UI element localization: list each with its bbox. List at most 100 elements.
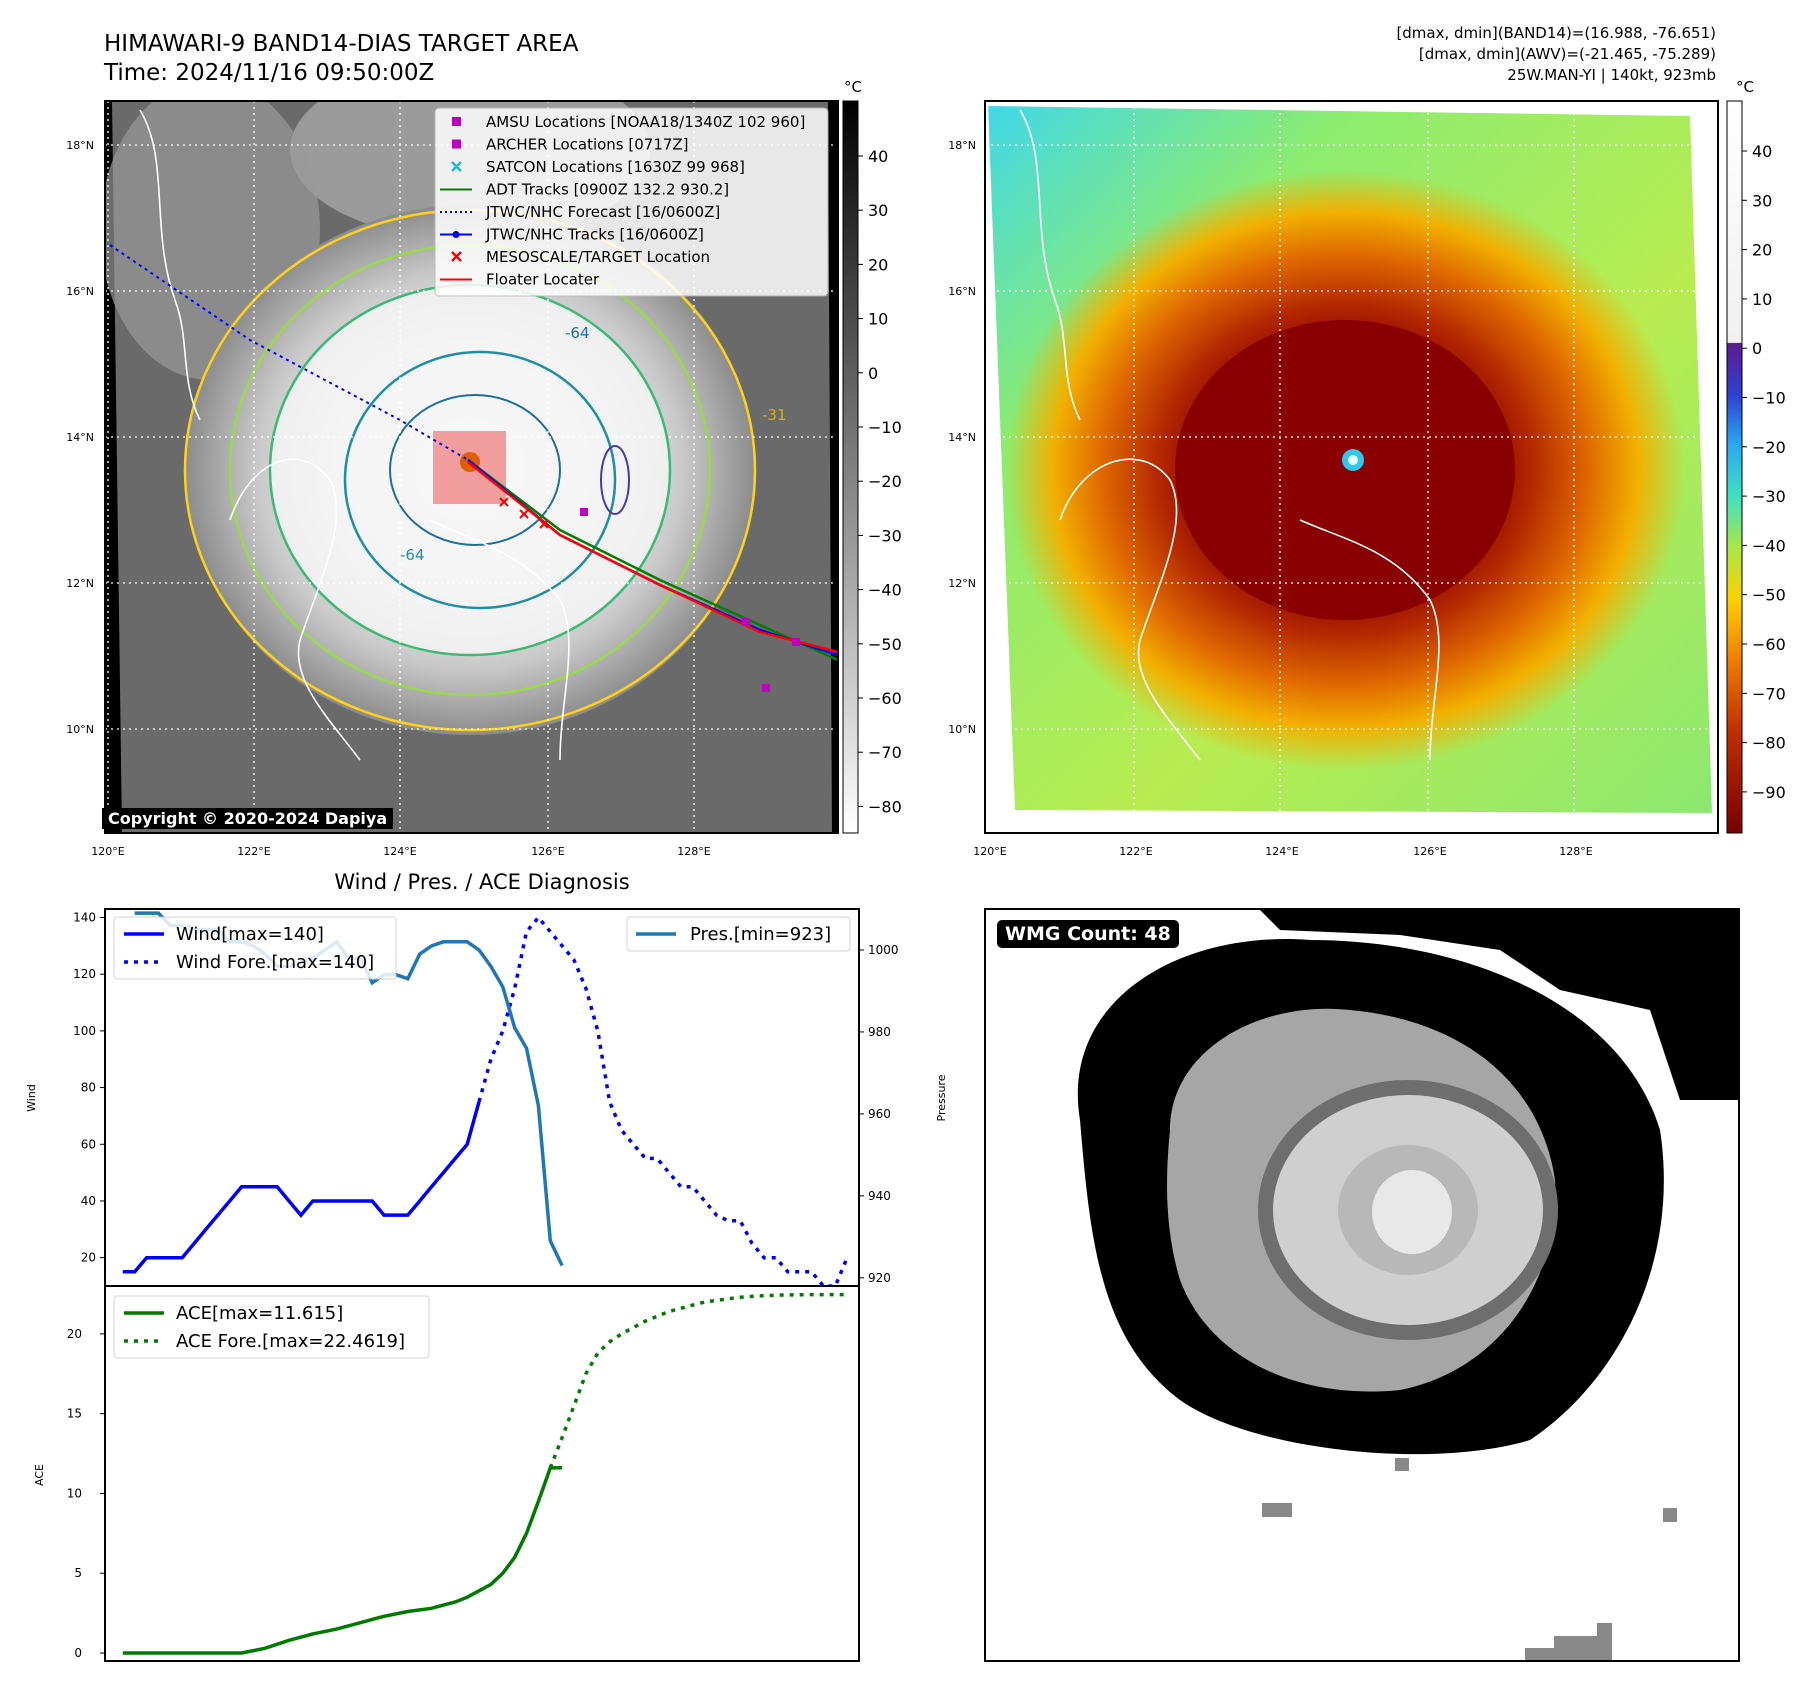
lat-tick: 14°N [948,431,976,444]
awv-eye-center [1348,455,1358,465]
mesoscale-markers [499,497,549,529]
wmg-panel [984,908,1740,1662]
wmg-count-label: WMG Count: 48 [997,920,1179,948]
wmg-eye [1372,1170,1452,1254]
wind-tick-label: 20 [81,1251,96,1265]
square-marker-icon [452,139,461,149]
legend-label: Floater Locater [486,271,600,289]
adt-track [467,459,838,662]
amsu-marker [742,618,750,626]
ace-legend-box [113,1295,430,1359]
legend-label: AMSU Locations [NOAA18/1340Z 102 960] [486,113,805,131]
awv-colorbar-unit: °C [1736,78,1754,96]
floater-track [467,461,838,654]
pressure-legend-label: Pres.[min=923] [690,924,831,945]
ir-coastline [429,519,570,761]
figure-title: HIMAWARI-9 BAND14-DIAS TARGET AREA [104,31,579,57]
lat-tick: 12°N [948,577,976,590]
wind-tick-label: 40 [81,1194,96,1208]
pressure-tick-label: 920 [868,1271,891,1285]
awv-lat-ticks: 18°N 16°N 14°N 12°N 10°N [948,139,976,736]
lat-tick: 10°N [948,723,976,736]
wmg-pixel [1395,1458,1409,1471]
ir-map-panel: -64 -64 -31 AMSU Locations [NOAA18/1340Z… [66,78,902,858]
colorbar-tick-label: 0 [1752,339,1762,358]
pressure-tick-label: 1000 [868,943,899,957]
ace-tick-label: 15 [67,1407,82,1421]
legend-label: JTWC/NHC Tracks [16/0600Z] [485,226,704,244]
lat-tick: 16°N [66,285,94,298]
colorbar-tick-label: −30 [868,526,902,545]
contour-label: -64 [400,546,425,564]
lat-tick: 10°N [66,723,94,736]
ir-colorbar [842,100,859,834]
ir-contour-inner [389,394,561,546]
wind-tick-label: 80 [81,1081,96,1095]
colorbar-tick-label: 40 [868,147,888,166]
ace-forecast-legend-label: ACE Fore.[max=22.4619] [176,1331,405,1352]
colorbar-tick-label: −10 [868,418,902,437]
x-marker-icon [451,251,462,262]
legend-label: ADT Tracks [0900Z 132.2 930.2] [486,181,729,199]
colorbar-tick-label: −40 [1752,536,1786,555]
lon-tick: 128°E [677,845,710,858]
colorbar-tick-label: −50 [1752,586,1786,605]
colorbar-tick-label: −80 [868,797,902,816]
diagnosis-title: Wind / Pres. / ACE Diagnosis [334,870,629,894]
pressure-axis-label: Pressure [935,1074,948,1121]
pressure-legend-box [626,916,851,952]
ace-axis-label: ACE [33,1464,46,1486]
awv-lon-ticks: 120°E 122°E 124°E 126°E 128°E [973,845,1592,858]
colorbar-tick-label: −60 [868,689,902,708]
copyright-label: Copyright © 2020-2024 Dapiya [102,808,394,829]
wind-legend-box [113,916,397,980]
awv-map-frame [984,100,1719,834]
wind-series-line [122,1101,481,1274]
colorbar-tick-label: −70 [1752,684,1786,703]
legend-label: MESOSCALE/TARGET Location [486,248,710,266]
ir-colorbar-unit: °C [844,78,862,96]
legend-row: JTWC/NHC Tracks [16/0600Z] [440,226,704,244]
ir-lat-ticks: 18°N 16°N 14°N 12°N 10°N [66,139,94,736]
ace-tick-label: 20 [67,1327,82,1341]
lon-tick: 124°E [1265,845,1298,858]
legend-row: Floater Locater [440,271,600,289]
ir-contour-cold-top [600,445,630,515]
legend-label: SATCON Locations [1630Z 99 968] [486,158,745,176]
wmg-frame [984,908,1740,1662]
colorbar-tick-label: −20 [868,472,902,491]
awv-coastline [1019,109,1081,421]
legend-row: ARCHER Locations [0717Z] [452,136,689,154]
pressure-tick-label: 960 [868,1107,891,1121]
wind-axis-label: Wind [25,1084,38,1112]
wmg-cold-region [1260,910,1738,1100]
awv-map-panel: 18°N 16°N 14°N 12°N 10°N 120°E 122°E 124… [948,78,1786,858]
colorbar-tick-label: 10 [868,310,888,329]
contour-label: -64 [565,324,590,342]
colorbar-tick-label: −20 [1752,438,1786,457]
band14-stats: [dmax, dmin](BAND14)=(16.988, -76.651) [1396,24,1716,42]
wmg-pixel [1525,1623,1612,1661]
pressure-axis-ticks: 920 940 960 980 1000 [859,943,899,1285]
wind-axis-ticks: 20 40 60 80 100 120 140 [73,911,105,1265]
lat-tick: 18°N [948,139,976,152]
wind-tick-label: 140 [73,911,96,925]
lat-tick: 18°N [66,139,94,152]
lat-tick: 16°N [948,285,976,298]
colorbar-tick-label: −40 [868,581,902,600]
wind-tick-label: 100 [73,1024,96,1038]
ace-tick-label: 0 [74,1646,82,1660]
lon-tick: 120°E [973,845,1006,858]
wmg-pixel [1663,1508,1677,1522]
colorbar-tick-label: 20 [868,255,888,274]
ace-chart: 0 5 10 15 20 ACE ACE[max=11.615] ACE Fore.[m… [33,1285,860,1662]
awv-stats: [dmax, dmin](AWV)=(-21.465, -75.289) [1419,45,1716,63]
ace-series-line [122,1465,563,1655]
wind-pressure-chart: 20 40 60 80 100 120 140 920 940 960 980 1000 Wind … [25,908,948,1288]
awv-colorbar-ticks: 40 30 20 10 0 −10 −20 −30 −40 −50 −60 −70 −80 −90 [1742,142,1786,802]
wind-tick-label: 60 [81,1137,96,1151]
lon-tick: 122°E [237,845,270,858]
colorbar-tick-label: 40 [1752,142,1772,161]
wind-forecast-legend-label: Wind Fore.[max=140] [176,952,374,973]
